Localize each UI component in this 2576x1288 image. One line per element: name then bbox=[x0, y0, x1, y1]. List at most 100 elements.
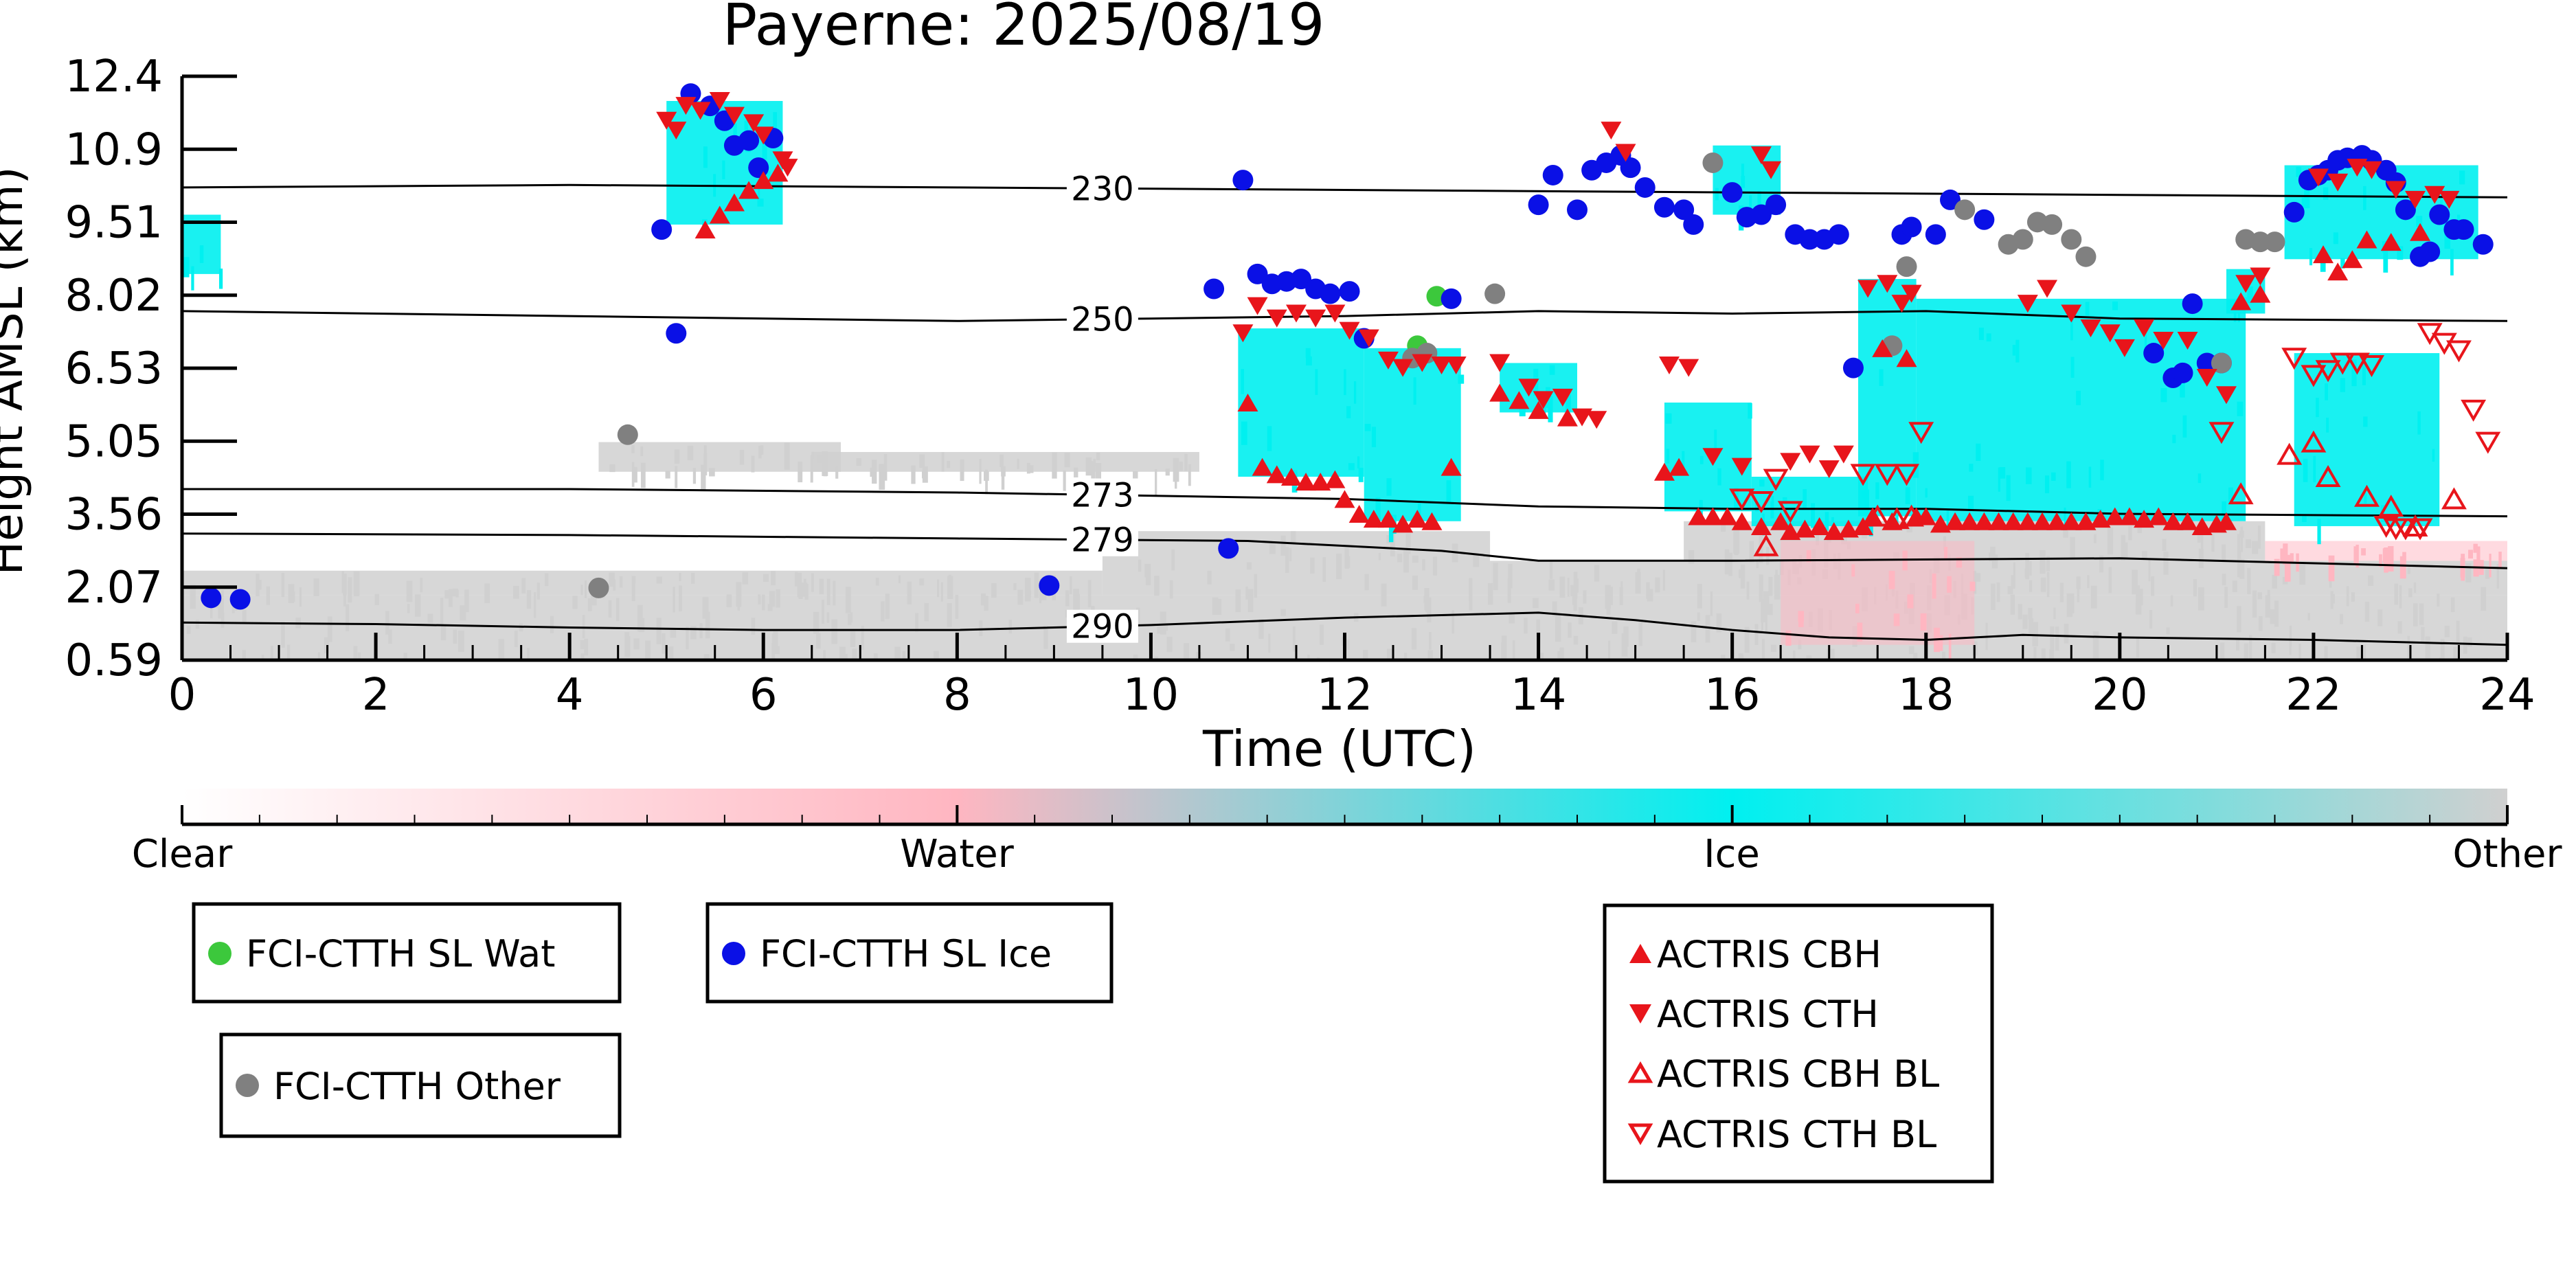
other-phase-region-speckle bbox=[703, 453, 708, 476]
other-phase-region-speckle bbox=[1635, 572, 1641, 594]
fci-ctth-sl-ice-point bbox=[2196, 352, 2217, 374]
other-phase-region-speckle bbox=[2077, 582, 2080, 602]
other-phase-region-speckle bbox=[662, 633, 666, 654]
other-phase-region-speckle bbox=[2193, 579, 2197, 597]
ice-phase-region-speckle bbox=[2362, 361, 2366, 385]
other-phase-region-speckle bbox=[580, 653, 585, 660]
other-phase-region-speckle bbox=[2163, 551, 2169, 575]
x-tick-label: 10 bbox=[1123, 670, 1179, 721]
other-phase-region-speckle bbox=[616, 598, 620, 622]
other-phase-region-speckle bbox=[1145, 570, 1151, 585]
other-phase-region-speckle bbox=[645, 640, 651, 660]
other-phase-region-speckle bbox=[1403, 550, 1409, 573]
other-phase-region-speckle bbox=[1133, 654, 1138, 660]
isotherm-lines: 230 250 273 279 290 bbox=[181, 170, 2508, 646]
other-phase-region-speckle bbox=[2265, 595, 2270, 618]
other-phase-region-speckle bbox=[758, 445, 762, 459]
other-phase-region-speckle bbox=[582, 615, 585, 639]
other-phase-region-speckle bbox=[266, 586, 270, 605]
actris-cth-point bbox=[2347, 159, 2368, 177]
other-phase-region-speckle bbox=[2324, 646, 2328, 660]
colorbar-label-water: Water bbox=[900, 832, 1015, 877]
other-phase-region-speckle bbox=[845, 587, 851, 613]
other-phase-region-speckle bbox=[2059, 583, 2064, 602]
other-phase-region-speckle bbox=[1422, 558, 1425, 571]
x-tick-label: 18 bbox=[1898, 670, 1954, 721]
other-phase-region-speckle bbox=[1424, 588, 1430, 611]
other-phase-region-speckle bbox=[1074, 467, 1078, 478]
other-phase-region-speckle bbox=[287, 644, 291, 660]
ice-phase-region-speckle bbox=[1344, 369, 1346, 396]
water-phase-region-speckle bbox=[1851, 564, 1855, 577]
other-phase-region-speckle bbox=[1346, 556, 1351, 568]
ice-phase-region-speckle bbox=[2006, 475, 2011, 501]
actris-cth-point bbox=[1285, 304, 1307, 323]
other-phase-region-speckle bbox=[2271, 642, 2276, 653]
other-phase-region-speckle bbox=[288, 584, 294, 603]
other-phase-region-speckle bbox=[1761, 639, 1765, 660]
other-phase-region-speckle bbox=[1096, 452, 1100, 460]
other-phase-region-speckle bbox=[875, 578, 879, 586]
other-phase-region-speckle bbox=[608, 600, 612, 618]
other-phase-region-speckle bbox=[810, 455, 813, 483]
actris-cbh-point bbox=[1669, 457, 1690, 476]
chart-title: Payerne: 2025/08/19 bbox=[723, 0, 1325, 58]
ice-phase-region-speckle bbox=[1811, 503, 1815, 528]
actris-cth-point bbox=[1339, 321, 1360, 340]
actris-cbh-point bbox=[1509, 391, 1530, 409]
other-phase-region-speckle bbox=[784, 442, 790, 470]
ice-phase-region-speckle bbox=[183, 257, 190, 278]
ice-phase-region-speckle bbox=[1519, 406, 1526, 417]
actris-cbh-point bbox=[1853, 517, 1874, 535]
ice-phase-region-speckle bbox=[2015, 339, 2020, 363]
other-phase-region-speckle bbox=[699, 623, 703, 639]
isotherm-label: 273 bbox=[1071, 477, 1134, 515]
actris-cbh-point bbox=[1334, 490, 1355, 508]
other-phase-region-speckle bbox=[631, 462, 635, 487]
ice-phase-region-speckle bbox=[2180, 371, 2185, 398]
other-phase-region-speckle bbox=[1026, 462, 1030, 474]
other-phase-region-speckle bbox=[1169, 580, 1173, 599]
actris-cbh-point bbox=[1421, 512, 1443, 530]
other-phase-region-speckle bbox=[979, 459, 982, 484]
ice-phase-region-speckle bbox=[2333, 232, 2338, 245]
x-tick-label: 8 bbox=[943, 670, 971, 721]
other-phase-region-speckle bbox=[769, 591, 776, 607]
other-phase-region-speckle bbox=[831, 619, 838, 644]
other-phase-region-speckle bbox=[1655, 577, 1660, 593]
other-phase-region-speckle bbox=[2049, 649, 2054, 660]
actris-cth-point bbox=[2361, 161, 2382, 179]
other-phase-region-speckle bbox=[1364, 574, 1369, 591]
ice-phase-region-speckle bbox=[2025, 467, 2032, 484]
actris-cth-point bbox=[2037, 280, 2058, 298]
ice-phase-region bbox=[1364, 348, 1461, 521]
ice-phase-region-speckle bbox=[2070, 357, 2075, 378]
other-phase-region-speckle bbox=[2128, 526, 2132, 541]
other-phase-region-speckle bbox=[1390, 532, 1395, 556]
other-phase-region-speckle bbox=[256, 574, 260, 597]
actris-cth-point bbox=[1533, 391, 1554, 409]
other-phase-region-speckle bbox=[1768, 604, 1773, 615]
other-phase-region-speckle bbox=[2407, 635, 2410, 660]
ice-phase-region-speckle bbox=[1976, 443, 1981, 461]
fci-ctth-sl-ice-point bbox=[1974, 209, 1995, 230]
other-phase-region-speckle bbox=[2298, 643, 2301, 660]
water-phase-region-speckle bbox=[1969, 581, 1976, 591]
actris-cth-point bbox=[1305, 309, 1326, 328]
ice-phase-region-speckle bbox=[1978, 327, 1984, 341]
other-phase-region-speckle bbox=[2330, 591, 2334, 609]
other-phase-region-speckle bbox=[2257, 526, 2261, 549]
ice-phase-region-speckle bbox=[2351, 359, 2357, 387]
other-phase-region-speckle bbox=[1073, 589, 1079, 611]
actris-cth-bl-point bbox=[1894, 464, 1920, 486]
ice-phase-region-speckle bbox=[1375, 497, 1381, 521]
other-phase-region-speckle bbox=[2397, 621, 2402, 634]
other-phase-region-speckle bbox=[2064, 623, 2069, 644]
other-phase-region-speckle bbox=[1165, 622, 1168, 631]
actris-cth-point bbox=[2196, 369, 2217, 387]
fci-ctth-sl-ice-point bbox=[2182, 293, 2203, 315]
actris-cbh-point bbox=[753, 171, 774, 190]
other-phase-region-speckle bbox=[218, 598, 224, 619]
isotherm-290 bbox=[181, 611, 2508, 646]
